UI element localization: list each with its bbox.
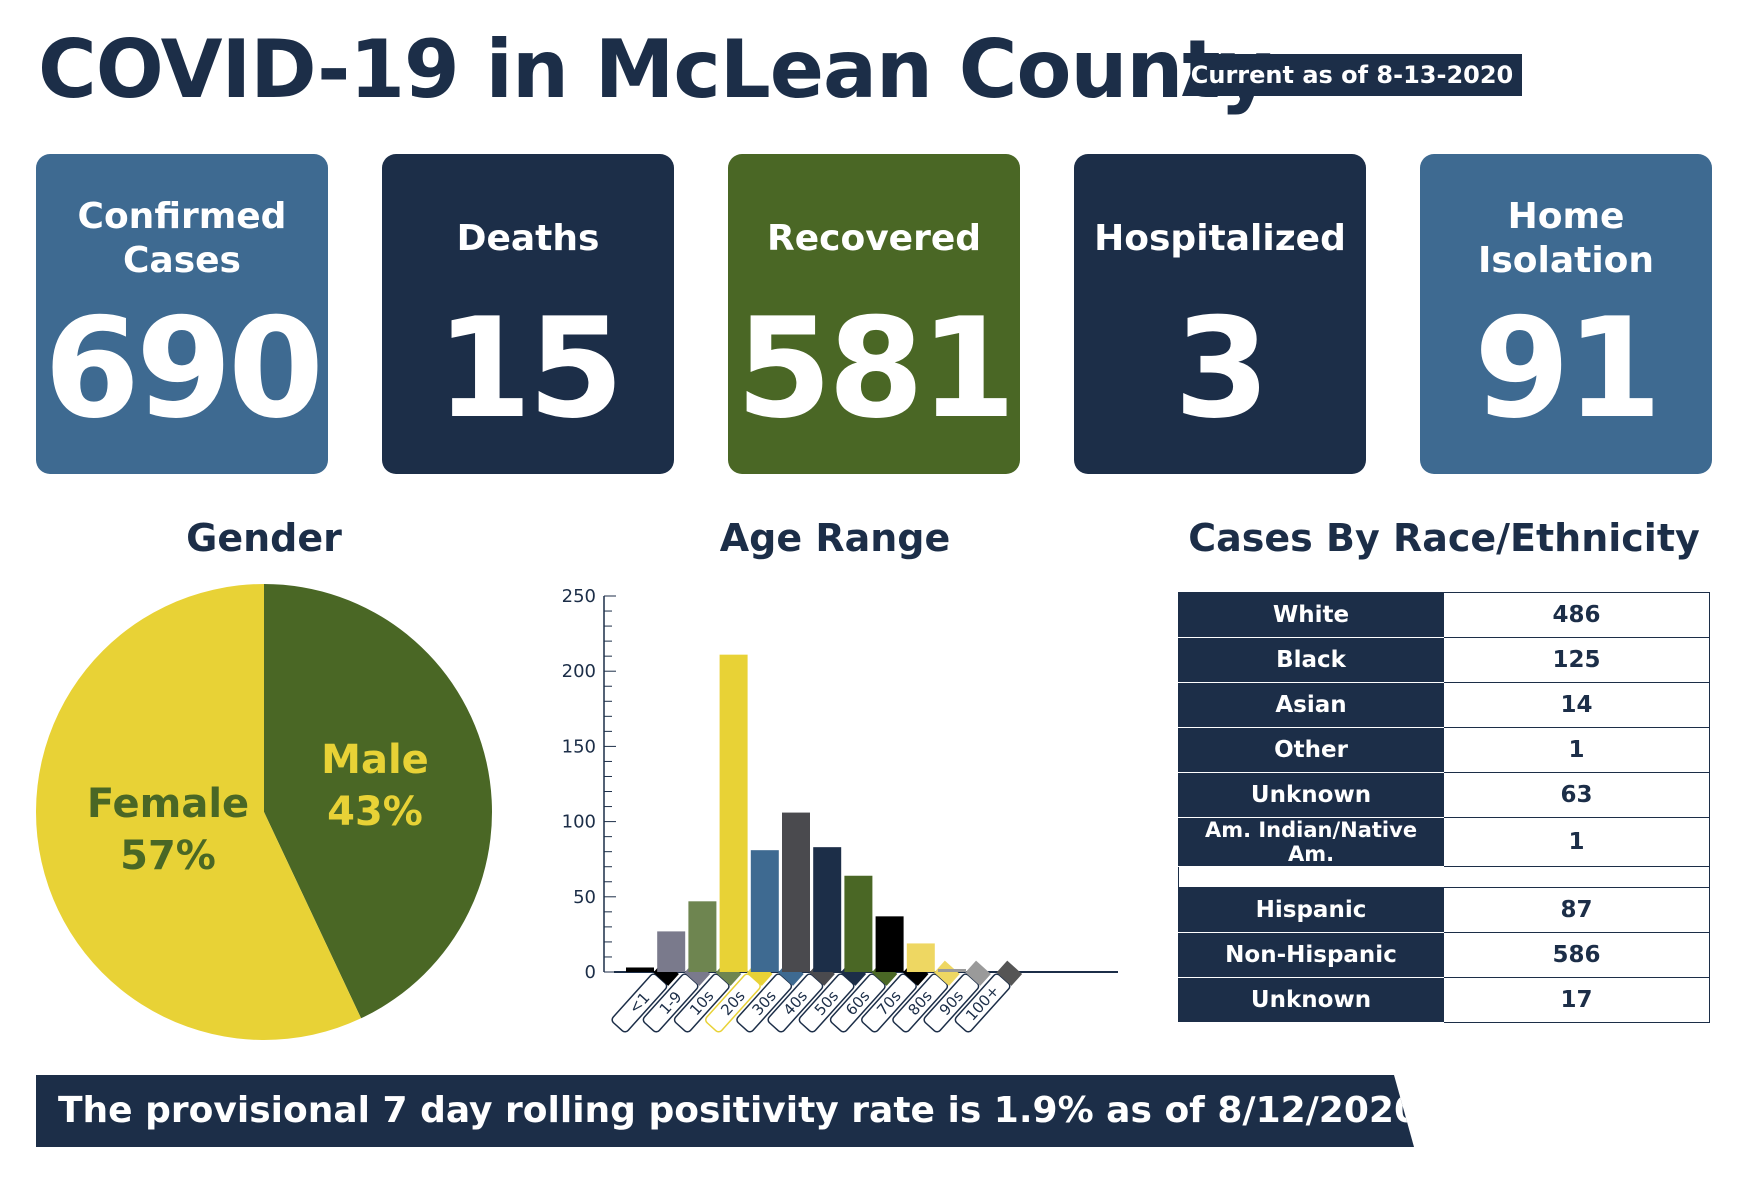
y-tick-label: 250 [562, 586, 596, 607]
race-label: White [1178, 592, 1444, 638]
stat-label: Confirmed Cases [77, 196, 287, 281]
as-of-badge: Current as of 8-13-2020 [1182, 54, 1522, 96]
age-chart-title: Age Range [719, 516, 951, 560]
race-ethnicity-table: White 486 Black 125 Asian 14 Other 1 Unknown 63 Am… [1178, 592, 1710, 1023]
age-bar-50s [813, 847, 842, 972]
gender-pie-chart [36, 584, 492, 1040]
age-bar-60s [844, 875, 873, 972]
y-tick-label: 50 [573, 887, 596, 908]
x-tick-tag-box [705, 973, 761, 1033]
race-label: Black [1178, 637, 1444, 683]
table-row: Asian 14 [1178, 682, 1710, 728]
x-tick-tag: 80s [892, 960, 960, 1033]
age-bar-90s [938, 968, 966, 972]
stat-card-home-isolation: Home Isolation 91 [1420, 154, 1712, 474]
race-value: 14 [1443, 682, 1710, 728]
stat-value: 581 [735, 288, 1016, 449]
age-bar-1-9 [657, 931, 686, 972]
y-tick-label: 150 [562, 736, 596, 757]
stat-label: Hospitalized [1094, 218, 1346, 259]
race-label: Unknown [1178, 772, 1444, 818]
table-row: Hispanic 87 [1178, 887, 1710, 933]
table-row: Other 1 [1178, 727, 1710, 773]
race-value: 63 [1443, 772, 1710, 818]
race-value: 125 [1443, 637, 1710, 683]
gender-chart-title: Gender [186, 516, 342, 560]
pie-slice-male [264, 584, 492, 1019]
stat-card-deaths: Deaths 15 [382, 154, 674, 474]
race-label: Am. Indian/Native Am. [1178, 817, 1444, 867]
table-row: Am. Indian/Native Am. 1 [1178, 817, 1710, 867]
x-tick-tag: 70s [861, 960, 929, 1033]
race-value: 17 [1443, 977, 1710, 1023]
x-tick-tag-box [829, 973, 886, 1033]
pie-label-male: Male 43% [290, 734, 460, 838]
stat-card-recovered: Recovered 581 [728, 154, 1020, 474]
race-label: Other [1178, 727, 1444, 773]
positivity-banner: The provisional 7 day rolling positivity… [36, 1075, 1414, 1147]
age-bar-40s [782, 812, 810, 972]
table-spacer-row [1178, 866, 1710, 888]
race-label: Non-Hispanic [1178, 932, 1444, 978]
positivity-text: The provisional 7 day rolling positivity… [58, 1090, 1433, 1131]
x-tick-tag-box [736, 973, 793, 1033]
male-pct: 43% [327, 789, 423, 835]
age-bar-80s [906, 943, 935, 972]
x-tick-tag-stripe [965, 960, 991, 986]
race-label: Unknown [1178, 977, 1444, 1023]
stat-label: Home Isolation [1477, 196, 1655, 281]
x-tick-tag-stripe [934, 960, 960, 986]
race-value: 87 [1443, 887, 1710, 933]
page-title: COVID-19 in McLean County [38, 23, 1272, 116]
stat-card-confirmed-cases: Confirmed Cases 690 [36, 154, 328, 474]
stat-value: 3 [1173, 288, 1270, 449]
age-bar-<1 [626, 967, 654, 972]
race-value: 586 [1443, 932, 1710, 978]
age-bar-20s [719, 654, 748, 972]
race-label: Hispanic [1178, 887, 1444, 933]
race-label: Asian [1178, 682, 1444, 728]
table-row: Unknown 63 [1178, 772, 1710, 818]
race-value: 1 [1443, 727, 1710, 773]
y-tick-label: 0 [585, 962, 596, 983]
stat-label: Deaths [456, 218, 600, 259]
x-tick-tag-stripe [996, 960, 1023, 986]
age-bar-10s [688, 901, 717, 972]
age-bar-70s [875, 916, 904, 972]
stat-value: 690 [43, 288, 324, 449]
race-value: 486 [1443, 592, 1710, 638]
table-row: Black 125 [1178, 637, 1710, 683]
female-pct: 57% [120, 833, 216, 879]
race-table-title: Cases By Race/Ethnicity [1188, 516, 1700, 560]
table-spacer-cell [1178, 866, 1710, 888]
pie-slice-female [36, 584, 362, 1040]
age-bar-30s [750, 850, 779, 972]
table-row: White 486 [1178, 592, 1710, 638]
stat-value: 15 [435, 288, 624, 449]
race-value: 1 [1443, 817, 1710, 867]
x-tick-tag-box [861, 973, 917, 1033]
stat-value: 91 [1473, 288, 1662, 449]
male-label: Male [321, 737, 429, 783]
y-tick-label: 100 [562, 812, 596, 833]
y-tick-label: 200 [562, 661, 596, 682]
x-tick-tag-box [673, 973, 730, 1033]
stat-card-hospitalized: Hospitalized 3 [1074, 154, 1366, 474]
table-row: Unknown 17 [1178, 977, 1710, 1023]
stat-label: Recovered [766, 218, 982, 259]
table-row: Non-Hispanic 586 [1178, 932, 1710, 978]
female-label: Female [86, 781, 250, 827]
pie-label-female: Female 57% [68, 778, 268, 882]
